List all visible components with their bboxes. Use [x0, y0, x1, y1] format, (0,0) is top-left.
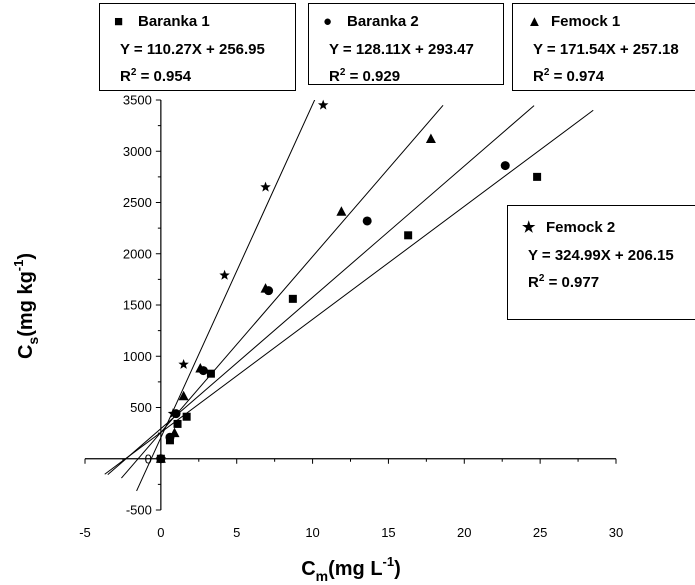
- star-marker: [155, 453, 167, 464]
- legend-femock-1: ▲ Femock 1 Y = 171.54X + 257.18 R2 = 0.97…: [512, 3, 695, 91]
- r-squared: R2 = 0.974: [533, 67, 605, 85]
- data-points: [155, 99, 542, 464]
- fit-equation: Y = 110.27X + 256.95: [120, 41, 265, 58]
- x-tick-label: 25: [533, 525, 547, 540]
- star-marker: [260, 181, 271, 192]
- series-name: Femock 2: [546, 219, 616, 236]
- fit-equation: Y = 324.99X + 206.15: [528, 247, 674, 264]
- x-tick-label: 20: [457, 525, 471, 540]
- x-tick-label: 10: [305, 525, 319, 540]
- square-marker: [206, 369, 215, 378]
- y-tick-label: 3500: [123, 93, 152, 108]
- y-tick-label: 2000: [123, 246, 152, 261]
- square-marker: [288, 294, 297, 303]
- star-marker: [219, 269, 230, 280]
- y-tick-label: 1000: [123, 349, 152, 364]
- r-squared: R2 = 0.954: [120, 67, 192, 85]
- legend-baranka-2: ● Baranka 2 Y = 128.11X + 293.47 R2 = 0.9…: [308, 3, 504, 85]
- triangle-marker: [169, 427, 180, 438]
- triangle-marker: [178, 390, 189, 401]
- triangle-marker: [425, 133, 436, 143]
- triangle-marker: [260, 283, 271, 293]
- y-tick-label: 2500: [123, 195, 152, 210]
- star-marker-icon: ★: [522, 219, 536, 236]
- square-marker: [173, 419, 182, 428]
- square-marker: [404, 231, 413, 240]
- x-tick-label: 5: [233, 525, 240, 540]
- square-marker: [533, 172, 542, 181]
- x-axis-title: Cm(mg L-1): [301, 554, 401, 584]
- fit-equation: Y = 171.54X + 257.18: [533, 41, 679, 58]
- x-tick-label: 30: [609, 525, 623, 540]
- x-tick-label: -5: [79, 525, 91, 540]
- circle-marker-icon: ●: [323, 13, 333, 30]
- triangle-marker: [336, 206, 347, 216]
- square-marker: [182, 412, 191, 421]
- legend-femock-2: ★ Femock 2 Y = 324.99X + 206.15 R2 = 0.97…: [507, 205, 695, 320]
- y-tick-label: 500: [130, 400, 152, 415]
- fit-line: [121, 105, 444, 479]
- y-tick-label: -500: [126, 503, 152, 518]
- square-marker-icon: ■: [114, 13, 124, 30]
- axes: -500 0 500 1000 1500 2000 2500 3000 3500 -5 0 5 10 15…: [79, 93, 623, 541]
- y-tick-label: 0: [145, 451, 152, 466]
- star-marker: [178, 358, 189, 369]
- triangle-marker-icon: ▲: [527, 13, 542, 30]
- fit-line: [136, 100, 316, 492]
- circle-marker: [362, 216, 372, 226]
- x-tick-label: 15: [381, 525, 395, 540]
- star-marker: [167, 408, 179, 419]
- series-name: Femock 1: [551, 13, 621, 30]
- x-tick-label: 0: [157, 525, 164, 540]
- star-marker: [317, 99, 329, 110]
- fit-equation: Y = 128.11X + 293.47: [329, 41, 474, 58]
- triangle-marker: [195, 363, 206, 373]
- y-axis-title: Cs(mg kg-1): [11, 253, 41, 359]
- circle-marker: [500, 161, 510, 171]
- legend-baranka-1: ■ Baranka 1 Y = 110.27X + 256.95 R2 = 0.9…: [99, 3, 296, 91]
- r-squared: R2 = 0.929: [329, 67, 401, 85]
- y-tick-label: 1500: [123, 298, 152, 313]
- r-squared: R2 = 0.977: [528, 273, 600, 291]
- series-name: Baranka 1: [138, 13, 210, 30]
- y-tick-label: 3000: [123, 144, 152, 159]
- series-name: Baranka 2: [347, 13, 419, 30]
